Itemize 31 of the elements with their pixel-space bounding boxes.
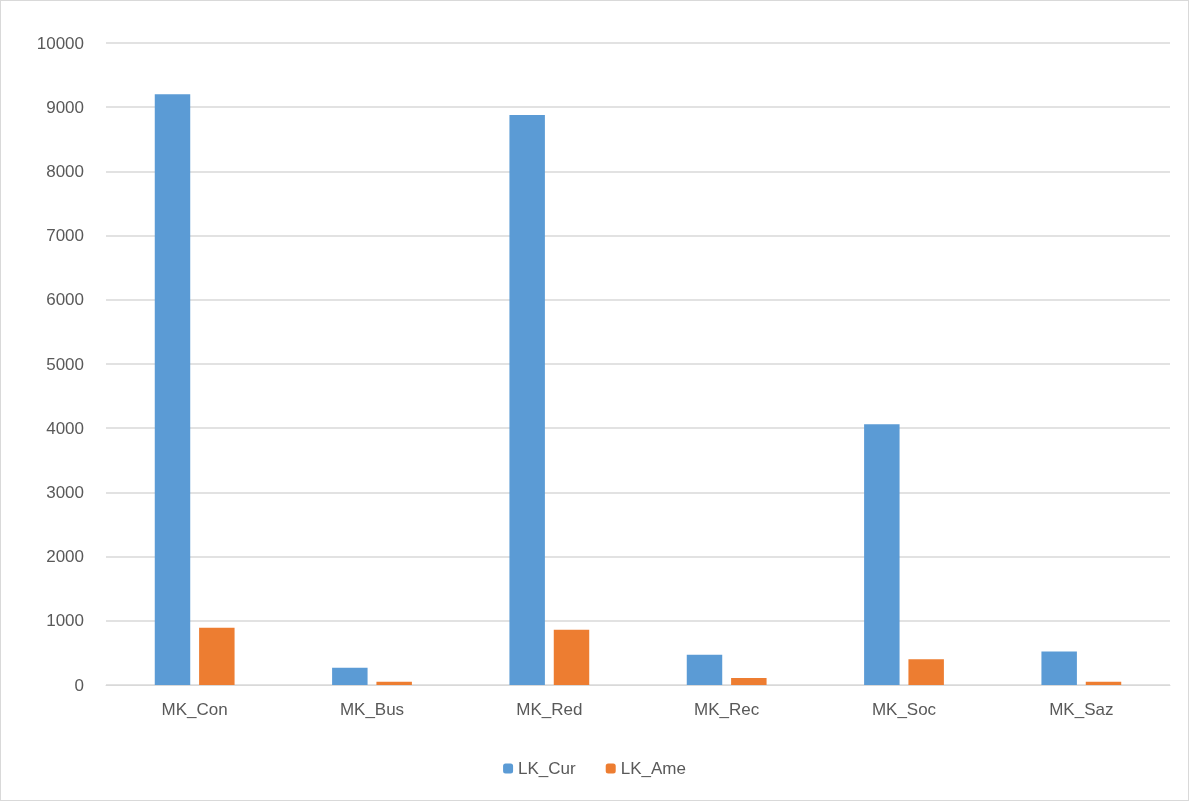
y-tick-label: 8000 (46, 161, 84, 181)
y-tick-label: 0 (74, 675, 84, 695)
bar (908, 659, 944, 685)
bar (154, 94, 191, 685)
bar (731, 677, 767, 685)
bar (864, 424, 900, 685)
x-tick-label: MK_Red (516, 700, 583, 719)
y-tick-label: 1000 (46, 611, 84, 631)
bar (1085, 681, 1122, 685)
x-tick-label: MK_Soc (871, 700, 937, 719)
bar (509, 114, 545, 685)
x-tick-label: MK_Saz (1049, 700, 1114, 719)
x-tick-label: MK_Bus (339, 700, 405, 719)
bar (553, 629, 590, 685)
legend-label: LK_Cur (518, 759, 577, 778)
bar (1041, 651, 1077, 685)
legend-label: LK_Ame (620, 759, 686, 778)
y-tick-label: 4000 (46, 418, 84, 438)
y-tick-label: 10000 (36, 33, 84, 53)
y-tick-label: 2000 (46, 547, 84, 567)
y-tick-label: 6000 (46, 290, 84, 310)
y-tick-label: 7000 (46, 226, 84, 246)
y-tick-label: 3000 (46, 482, 84, 502)
bar (686, 654, 723, 685)
bar (199, 627, 235, 685)
bar (376, 681, 412, 685)
x-tick-label: MK_Rec (694, 700, 760, 719)
y-tick-label: 9000 (46, 97, 84, 117)
x-tick-label: MK_Con (161, 700, 228, 719)
y-tick-label: 5000 (46, 354, 84, 374)
bar (332, 667, 368, 685)
